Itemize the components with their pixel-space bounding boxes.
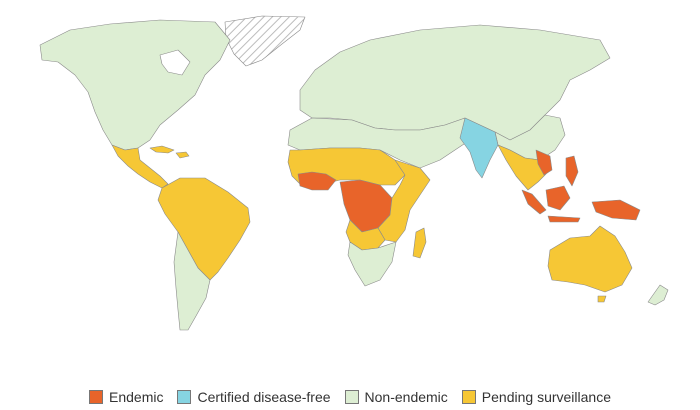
region-borneo: [545, 185, 571, 211]
region-new-guinea: [591, 199, 641, 221]
legend-swatch-endemic: [89, 390, 103, 404]
region-southeast-asia-mainland: [497, 144, 549, 191]
legend-item-certified: Certified disease-free: [177, 389, 331, 405]
legend-swatch-pending: [461, 390, 476, 404]
region-southeast-asia-endemic: [535, 149, 553, 176]
region-india: [459, 117, 499, 179]
region-west-africa-endemic: [297, 171, 337, 191]
legend-label-endemic: Endemic: [109, 389, 164, 405]
region-hudson-bay: [159, 49, 191, 76]
region-new-zealand: [647, 284, 669, 306]
legend-label-non_endemic: Non-endemic: [364, 389, 448, 405]
region-cuba: [149, 145, 175, 154]
region-sumatra: [521, 189, 547, 215]
region-north-america: [39, 19, 231, 151]
region-philippines: [565, 155, 579, 187]
region-greenland: [224, 15, 306, 67]
legend-label-certified: Certified disease-free: [197, 389, 331, 405]
region-southern-africa: [347, 241, 397, 287]
region-tasmania: [597, 295, 607, 303]
legend-item-non_endemic: Non-endemic: [344, 389, 448, 405]
region-hispaniola: [175, 151, 190, 159]
world-map: [39, 15, 669, 331]
region-south-america-south: [173, 231, 211, 331]
region-south-america-north: [157, 177, 251, 281]
legend-item-endemic: Endemic: [89, 389, 163, 405]
region-java: [547, 215, 581, 223]
region-madagascar: [412, 227, 427, 259]
legend-swatch-non_endemic: [344, 390, 359, 404]
region-east-africa: [377, 159, 431, 243]
region-mexico-central-america: [111, 144, 169, 189]
legend-item-pending: Pending surveillance: [461, 389, 611, 405]
legend: Endemic Certified disease-free Non-endemic…: [0, 386, 700, 408]
world-map-svg: [39, 15, 669, 331]
region-australia: [547, 225, 633, 293]
legend-label-pending: Pending surveillance: [481, 389, 611, 405]
legend-swatch-certified: [177, 390, 192, 404]
